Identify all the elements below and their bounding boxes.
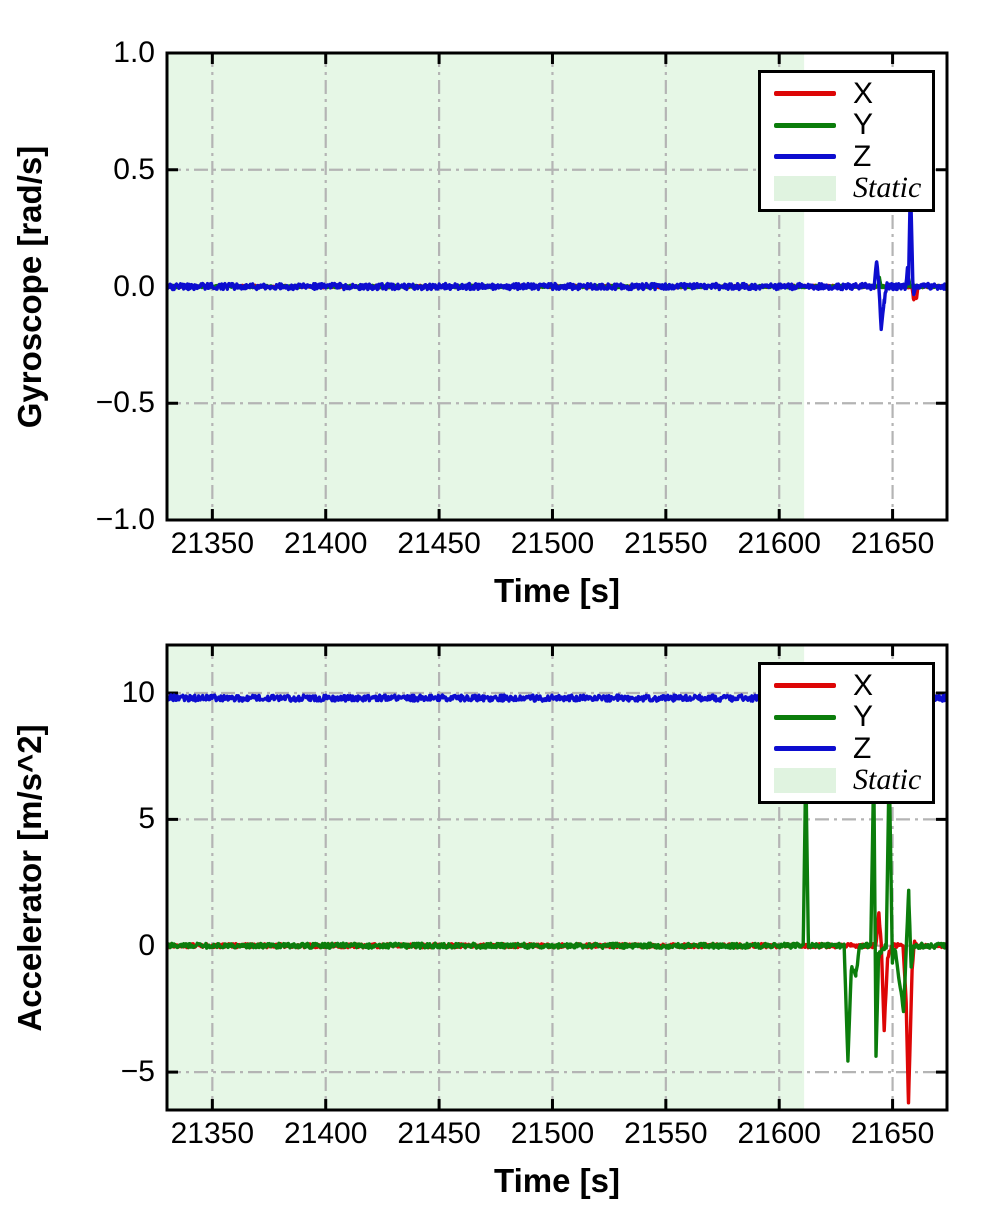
legend-item-static: Static	[774, 763, 922, 797]
legend-line-swatch-z	[774, 746, 836, 752]
y-tick-label: 5	[138, 802, 155, 836]
x-tick-label: 21550	[624, 527, 708, 560]
x-tick-label: 21650	[850, 1117, 935, 1150]
legend: X Y Z Static	[758, 70, 935, 212]
legend-item-y: Y	[774, 110, 919, 140]
x-tick-label: 21450	[397, 1117, 481, 1150]
legend-item-x: X	[774, 76, 919, 110]
x-tick-label: 21500	[510, 1117, 595, 1150]
x-tick-label: 21650	[850, 527, 935, 560]
x-tick-label: 21400	[284, 527, 368, 560]
series-z-line	[167, 177, 947, 332]
y-tick-label: −0.5	[95, 386, 155, 420]
legend-line-swatch-x	[774, 91, 836, 97]
y-tick-label: 1.0	[113, 36, 155, 69]
legend-item-y: Y	[774, 702, 919, 732]
axes-border	[165, 51, 949, 522]
legend-patch-swatch	[774, 175, 836, 201]
patch-icon	[774, 767, 836, 793]
line-icon	[774, 714, 836, 720]
axes-border	[165, 643, 949, 1112]
legend-label: Z	[853, 139, 872, 173]
legend-label: X	[853, 668, 874, 702]
legend-line-swatch-y	[774, 714, 836, 720]
legend-label: Static	[853, 763, 922, 797]
legend-line-swatch-x	[774, 683, 836, 689]
line-icon	[774, 746, 836, 752]
y-tick-label: −5	[120, 1055, 155, 1089]
legend-patch-swatch	[774, 767, 836, 793]
line-icon	[774, 154, 836, 160]
y-tick-label: 10	[121, 676, 155, 710]
x-tick-label: 21350	[170, 1117, 255, 1150]
line-icon	[774, 683, 836, 689]
line-icon	[774, 122, 836, 128]
plot-canvas	[165, 51, 949, 522]
legend-label: Z	[853, 731, 872, 765]
x-tick-label: 21500	[510, 527, 595, 560]
legend-item-x: X	[774, 668, 919, 702]
y-tick-label: 0	[138, 928, 155, 962]
y-tick-label: −1.0	[95, 503, 155, 536]
x-tick-label: 21550	[624, 1117, 708, 1150]
line-icon	[774, 91, 836, 97]
x-tick-label: 21600	[737, 527, 821, 560]
series-y-line	[167, 761, 947, 1063]
legend-label: Y	[853, 700, 874, 734]
legend-label: Static	[853, 171, 922, 205]
static-region	[167, 645, 805, 1110]
legend: X Y Z Static	[758, 662, 935, 804]
x-tick-label: 21450	[397, 527, 481, 560]
gyroscope-x-axis-label: Time [s]	[494, 572, 620, 609]
legend-item-z: Z	[774, 731, 919, 765]
legend-line-swatch-z	[774, 154, 836, 160]
patch-icon	[774, 175, 836, 201]
legend-label: X	[853, 76, 874, 110]
legend-item-static: Static	[774, 171, 922, 205]
accelerator-x-axis-label: Time [s]	[494, 1162, 620, 1199]
x-tick-label: 21600	[737, 1117, 821, 1150]
y-tick-label: 0.0	[113, 269, 155, 303]
accelerator-y-axis-label: Accelerator [m/s^2]	[11, 723, 48, 1032]
y-tick-label: 0.5	[113, 152, 155, 186]
legend-item-z: Z	[774, 139, 919, 173]
legend-label: Y	[853, 108, 874, 142]
x-tick-label: 21350	[170, 527, 255, 560]
legend-line-swatch-y	[774, 122, 836, 128]
x-tick-label: 21400	[284, 1117, 368, 1150]
